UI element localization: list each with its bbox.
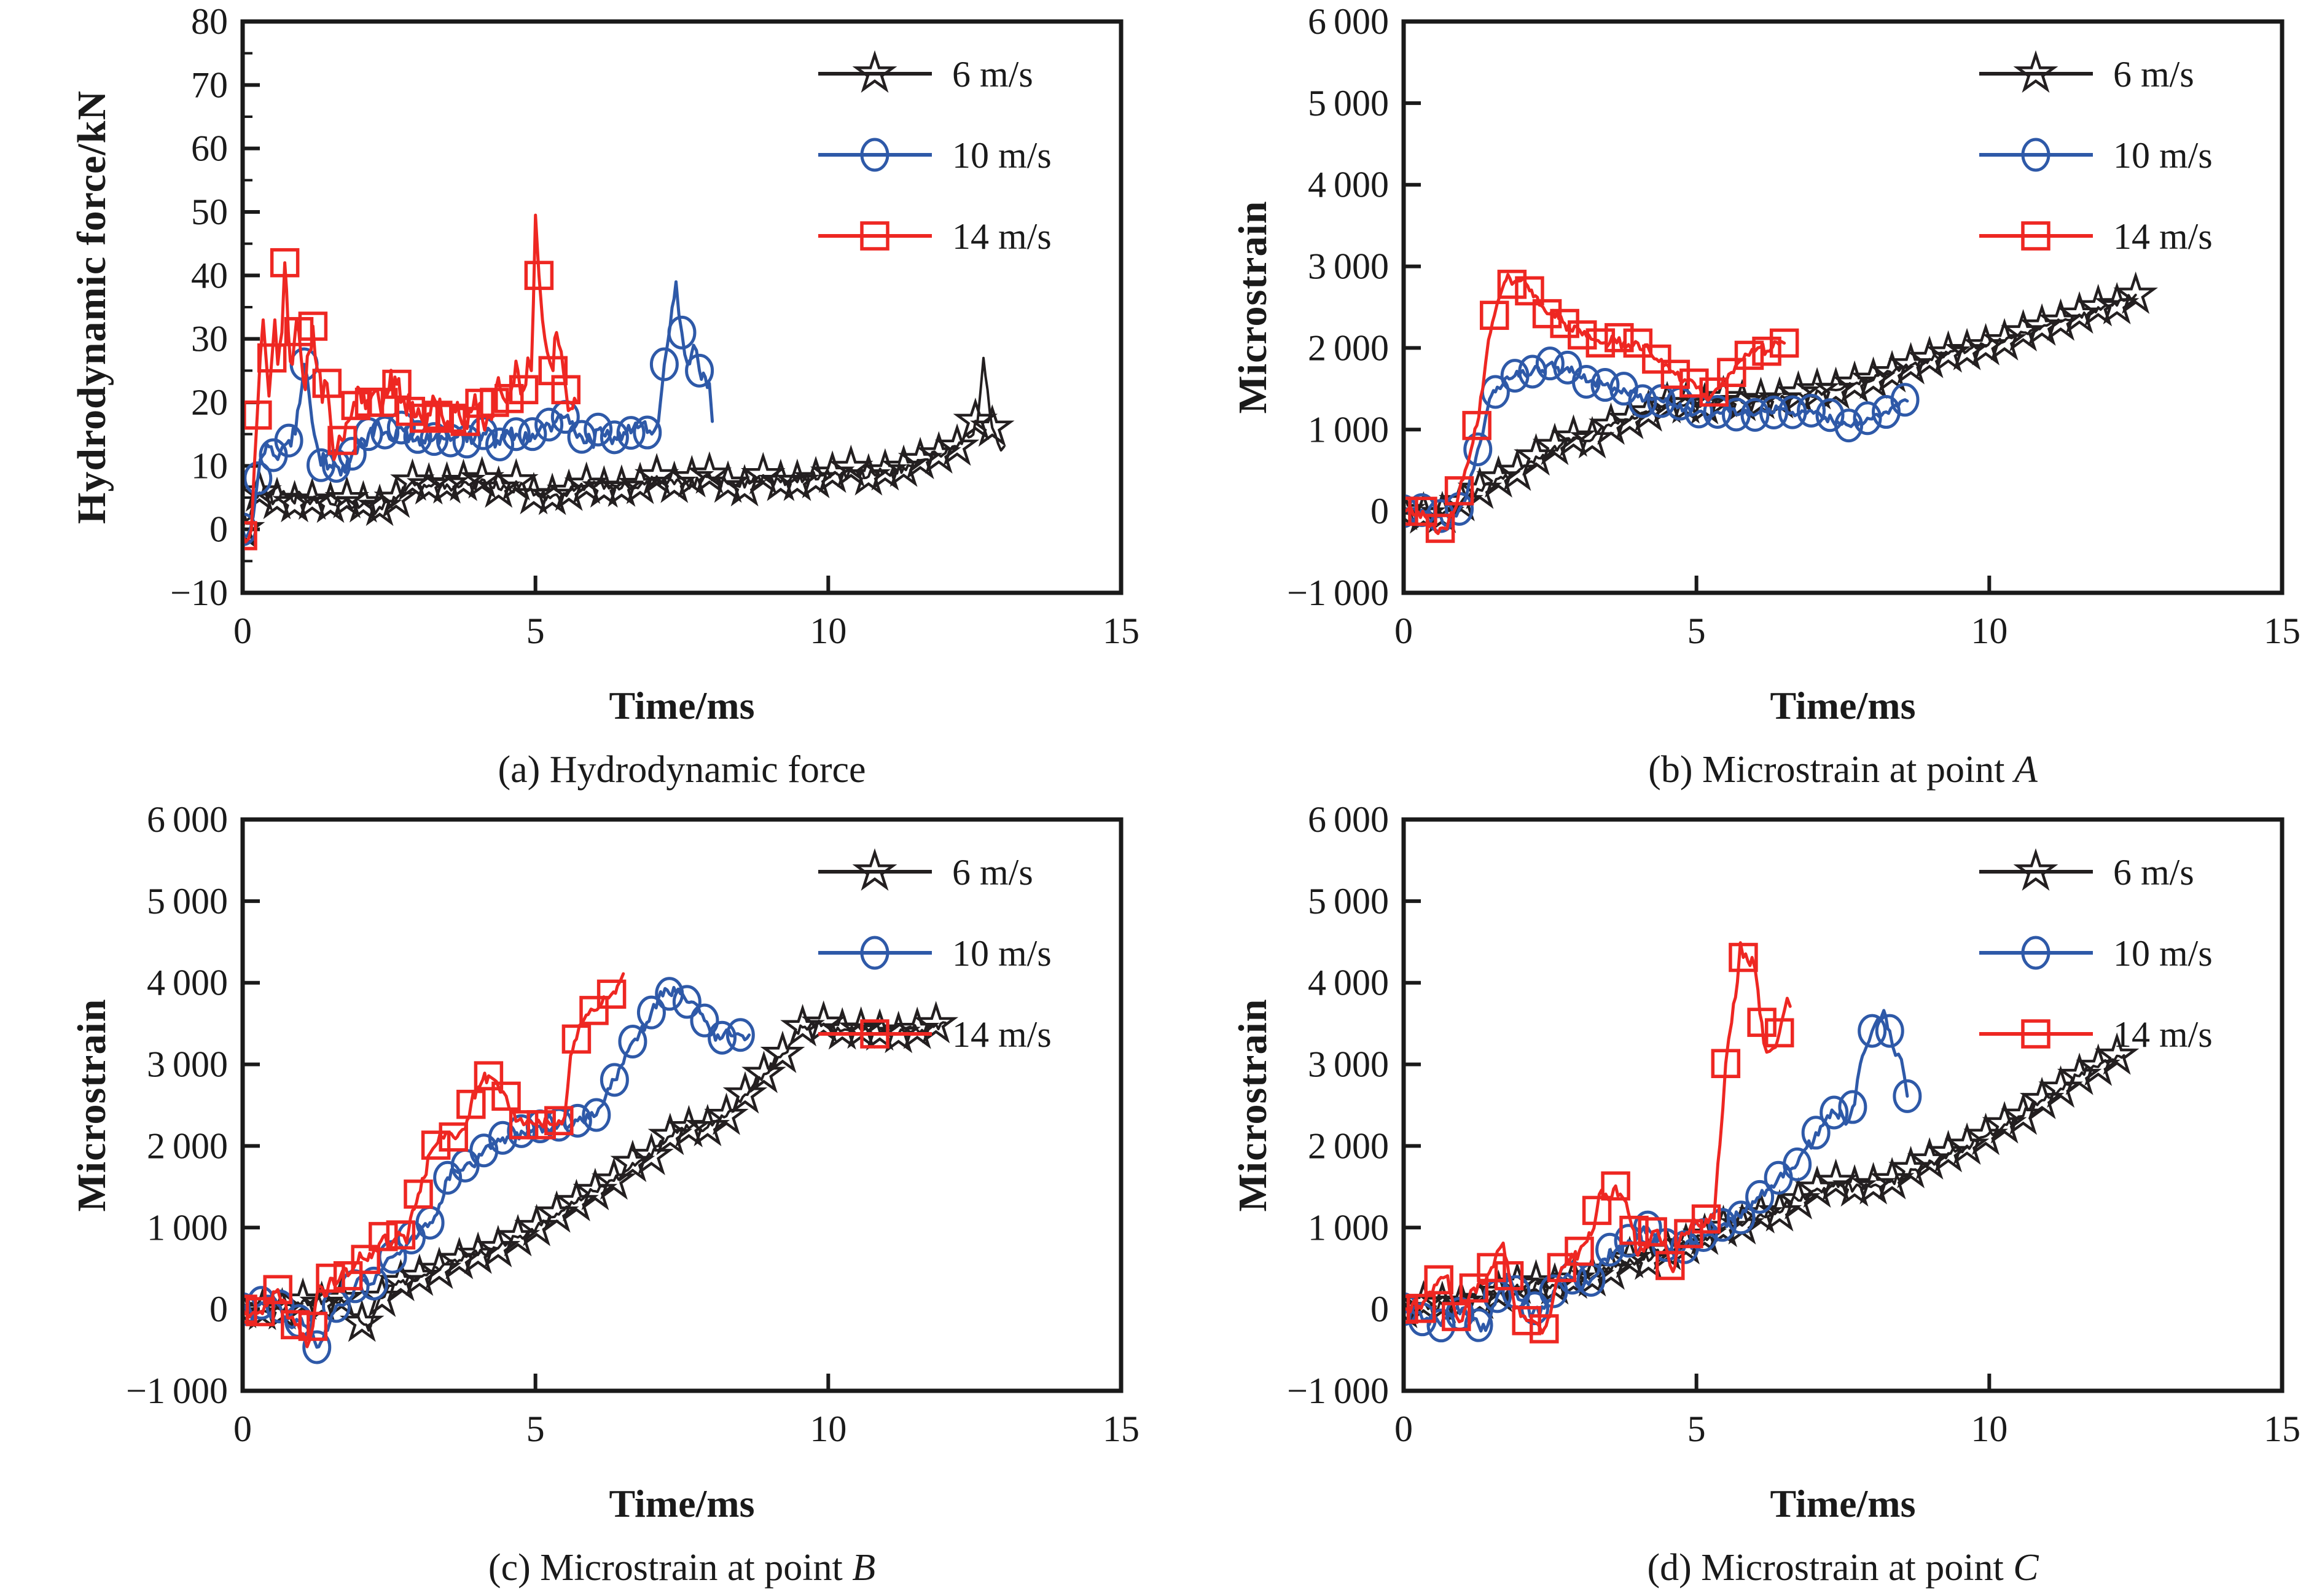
series-markers-6ms <box>244 397 1015 549</box>
panel-a: 0 5 10 15 80 70 60 50 40 30 20 10 0 −10 6 m/s 10 m/s 14 … <box>0 0 1161 798</box>
y-tick-label: 6 000 <box>147 799 228 840</box>
y-tick-label: 60 <box>191 128 228 169</box>
x-tick-label: 5 <box>526 1409 545 1449</box>
caption-italic: B <box>852 1547 876 1589</box>
y-tick-label: 2 000 <box>1308 327 1389 368</box>
y-tick-label: 0 <box>1370 491 1389 531</box>
panel-a-x-axis-label: Time/ms <box>609 684 755 727</box>
caption-text: (a) Hydrodynamic force <box>498 749 866 791</box>
x-tick-label: 5 <box>1687 1409 1706 1449</box>
y-tick-label: 4 000 <box>147 963 228 1003</box>
caption-italic: C <box>2013 1547 2039 1589</box>
series-markers-14ms <box>1405 942 1794 1344</box>
y-tick-label: 3 000 <box>147 1044 228 1085</box>
y-tick-label: 5 000 <box>147 881 228 921</box>
y-tick-label: 3 000 <box>1308 1044 1389 1085</box>
y-tick-label: 5 000 <box>1308 881 1389 921</box>
legend-label-6ms: 6 m/s <box>952 852 1033 893</box>
panel-c-y-axis-label: Microstrain <box>69 998 114 1212</box>
y-tick-label: −10 <box>170 573 228 613</box>
x-tick-label: 5 <box>1687 611 1706 651</box>
x-tick-label: 15 <box>2264 1409 2300 1449</box>
legend-label-14ms: 14 m/s <box>952 216 1052 257</box>
panel-d-x-axis-label: Time/ms <box>1770 1482 1916 1525</box>
x-tick-label: 10 <box>810 1409 846 1449</box>
legend-label-6ms: 6 m/s <box>2113 54 2194 95</box>
y-tick-label: 70 <box>191 65 228 105</box>
legend-label-14ms: 14 m/s <box>2113 216 2213 257</box>
legend-label-14ms: 14 m/s <box>2113 1014 2213 1055</box>
caption-text: (b) Microstrain at point <box>1648 749 2014 791</box>
y-tick-label: 80 <box>191 1 228 42</box>
y-tick-label: −1 000 <box>1287 1371 1389 1411</box>
x-tick-label: 10 <box>1971 1409 2007 1449</box>
panel-b-caption: (b) Microstrain at point A <box>1648 748 2038 792</box>
x-tick-label: 10 <box>810 611 846 651</box>
panel-b-x-axis-label: Time/ms <box>1770 684 1916 727</box>
panel-c-x-axis-label: Time/ms <box>609 1482 755 1525</box>
legend-label-14ms: 14 m/s <box>952 1014 1052 1055</box>
x-tick-label: 0 <box>1394 1409 1413 1449</box>
caption-text: (d) Microstrain at point <box>1647 1547 2014 1589</box>
series-line-14ms <box>1405 941 1792 1335</box>
x-tick-label: 0 <box>233 611 252 651</box>
y-tick-label: 0 <box>209 509 228 550</box>
x-tick-label: 0 <box>233 1409 252 1449</box>
series-markers-14ms <box>1405 270 1799 543</box>
caption-text: (c) Microstrain at point <box>488 1547 853 1589</box>
y-tick-label: 1 000 <box>1308 409 1389 450</box>
y-tick-label: 20 <box>191 382 228 423</box>
panel-a-y-axis-label: Hydrodynamic force/kN <box>69 90 114 525</box>
y-tick-label: 6 000 <box>1308 1 1389 42</box>
panel-a-caption: (a) Hydrodynamic force <box>498 748 866 792</box>
y-tick-label: 1 000 <box>1308 1207 1389 1248</box>
panel-d: 0 5 10 15 6 000 5 000 4 000 3 000 2 000 1 000 0 −1 … <box>1161 798 2322 1596</box>
legend-label-6ms: 6 m/s <box>952 54 1033 95</box>
x-tick-label: 15 <box>2264 611 2300 651</box>
y-tick-label: 3 000 <box>1308 246 1389 287</box>
legend-label-6ms: 6 m/s <box>2113 852 2194 893</box>
series-markers-14ms <box>244 979 627 1341</box>
caption-italic: A <box>2014 749 2038 791</box>
legend-label-10ms: 10 m/s <box>2113 933 2213 974</box>
y-tick-label: 2 000 <box>1308 1125 1389 1166</box>
y-tick-label: 0 <box>1370 1289 1389 1329</box>
y-tick-label: 1 000 <box>147 1207 228 1248</box>
x-tick-label: 15 <box>1103 1409 1140 1449</box>
x-tick-label: 0 <box>1394 611 1413 651</box>
y-tick-label: 2 000 <box>147 1125 228 1166</box>
panel-c: 0 5 10 15 6 000 5 000 4 000 3 000 2 000 1 000 0 −1 … <box>0 798 1161 1596</box>
series-markers-14ms <box>244 248 580 550</box>
panel-d-y-axis-label: Microstrain <box>1230 998 1275 1212</box>
legend-label-10ms: 10 m/s <box>952 933 1052 974</box>
y-tick-label: 4 000 <box>1308 165 1389 205</box>
panel-c-caption: (c) Microstrain at point B <box>488 1546 875 1590</box>
panel-b: 0 5 10 15 6 000 5 000 4 000 3 000 2 000 1 000 0 −1 … <box>1161 0 2322 798</box>
y-tick-label: −1 000 <box>126 1371 228 1411</box>
y-tick-label: 10 <box>191 445 228 486</box>
x-tick-label: 10 <box>1971 611 2007 651</box>
y-tick-label: 6 000 <box>1308 799 1389 840</box>
y-tick-label: 4 000 <box>1308 963 1389 1003</box>
series-markers-6ms <box>1405 271 2158 534</box>
y-tick-label: 0 <box>209 1289 228 1329</box>
x-tick-label: 15 <box>1103 611 1140 651</box>
x-tick-label: 5 <box>526 611 545 651</box>
y-tick-label: 30 <box>191 319 228 359</box>
y-tick-label: −1 000 <box>1287 573 1389 613</box>
panel-d-caption: (d) Microstrain at point C <box>1647 1546 2038 1590</box>
y-tick-label: 50 <box>191 192 228 232</box>
legend-label-10ms: 10 m/s <box>2113 135 2213 176</box>
legend-label-10ms: 10 m/s <box>952 135 1052 176</box>
y-tick-label: 5 000 <box>1308 83 1389 123</box>
y-tick-label: 40 <box>191 255 228 295</box>
panel-b-y-axis-label: Microstrain <box>1230 200 1275 414</box>
